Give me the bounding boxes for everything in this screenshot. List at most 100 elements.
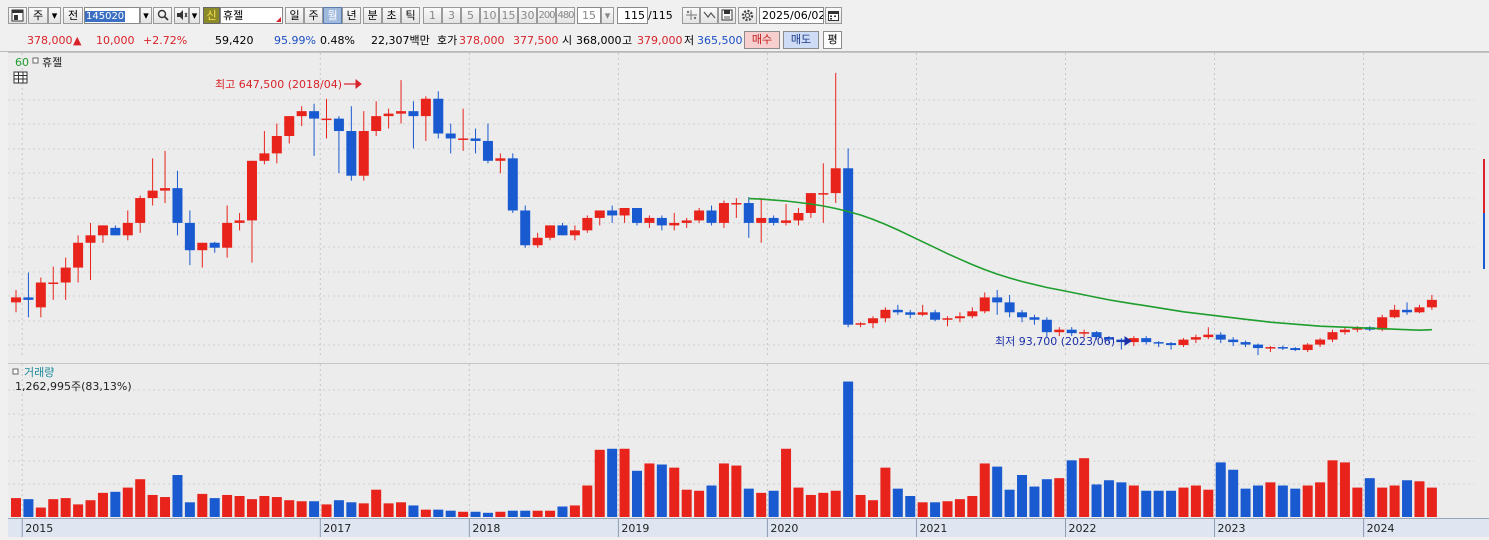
stock-name-field[interactable]: 휴젤: [220, 7, 283, 24]
volume-bar: [942, 501, 953, 517]
period-select[interactable]: 주: [28, 7, 48, 24]
candle-body: [930, 312, 941, 320]
interval-30-button[interactable]: 30: [518, 7, 537, 24]
legend-toggle-icon[interactable]: [32, 57, 39, 64]
volume-bar: [632, 470, 642, 517]
tab-month[interactable]: 월: [323, 7, 342, 24]
period-dropdown-chevron-icon[interactable]: ▾: [48, 7, 61, 24]
candle-body: [1277, 347, 1288, 349]
candle: [632, 208, 642, 226]
price-chart[interactable]: 60 휴젤 최고 647,500 (2018/04) 최저 93,700 (20…: [8, 53, 1489, 363]
code-dropdown-chevron-icon[interactable]: ▾: [140, 7, 152, 24]
interval-1-button[interactable]: 1: [423, 7, 442, 24]
candle-body: [1203, 334, 1214, 338]
speaker-dropdown-chevron-icon[interactable]: ▾: [189, 7, 200, 24]
trend-line-icon[interactable]: [700, 7, 718, 24]
volume-bar: [1377, 487, 1388, 517]
price-change: 10,000: [96, 34, 135, 47]
volume-bar: [607, 448, 618, 517]
save-icon[interactable]: [718, 7, 736, 24]
tab-minute[interactable]: 분: [363, 7, 382, 24]
interval-15-button[interactable]: 15: [499, 7, 518, 24]
volume-legend-toggle-icon[interactable]: [12, 368, 19, 375]
volume-bar: [1203, 489, 1214, 517]
candle-body: [1215, 334, 1226, 340]
volume-bar: [1253, 485, 1263, 517]
candle: [1190, 334, 1201, 344]
candle: [23, 272, 34, 318]
volume-bar: [110, 491, 121, 517]
window-layout-icon[interactable]: [8, 7, 27, 24]
interval-5-button[interactable]: 5: [461, 7, 480, 24]
candle: [358, 111, 369, 181]
volume-bar: [346, 502, 357, 517]
candle-body: [408, 111, 419, 117]
tab-day[interactable]: 일: [285, 7, 304, 24]
candle-body: [917, 312, 928, 315]
candle-body: [1079, 332, 1090, 334]
candle: [122, 210, 133, 241]
interval-3-button[interactable]: 3: [442, 7, 461, 24]
candle-body: [396, 111, 407, 114]
crosshair-icon[interactable]: [682, 7, 700, 24]
candle: [818, 163, 829, 223]
average-button[interactable]: 평: [823, 31, 842, 49]
tab-second[interactable]: 초: [382, 7, 401, 24]
tab-year[interactable]: 년: [342, 7, 361, 24]
tab-tick[interactable]: 틱: [401, 7, 420, 24]
candle-body: [1017, 312, 1028, 318]
candle-body: [718, 203, 729, 223]
volume-bar: [569, 505, 580, 517]
interval-dropdown-chevron-icon[interactable]: ▾: [601, 7, 614, 24]
candle: [1054, 327, 1065, 337]
time-axis: 2015201720182019202020212022202320242025: [8, 518, 1489, 537]
candle: [520, 205, 531, 248]
volume-bar: [818, 492, 829, 517]
sell-button[interactable]: 매도: [783, 31, 819, 49]
candle-body: [557, 225, 568, 236]
candle-body: [160, 188, 171, 191]
volume-bar: [1029, 486, 1040, 517]
volume-bar: [917, 502, 928, 517]
buy-button[interactable]: 매수: [744, 31, 780, 49]
volume-bar: [768, 490, 779, 517]
interval-480-button[interactable]: 480: [556, 7, 575, 24]
prev-button[interactable]: 전: [63, 7, 83, 24]
volume-bar: [1153, 490, 1164, 517]
volume-title: 거래량: [24, 366, 54, 379]
gear-icon[interactable]: [738, 7, 757, 24]
min-price-annotation: 최저 93,700 (2023/06): [995, 335, 1115, 348]
volume-bar: [445, 510, 456, 517]
interval-10-button[interactable]: 10: [480, 7, 499, 24]
interval-custom-input[interactable]: 15: [577, 7, 601, 24]
volume-bar: [1079, 458, 1090, 517]
candle: [495, 153, 506, 174]
volume-bar: [954, 499, 965, 517]
search-icon[interactable]: [153, 7, 172, 24]
candle: [1389, 304, 1400, 319]
price-change-percent: +2.72%: [143, 34, 188, 47]
volume-bar: [781, 448, 792, 517]
min-arrow-icon: [1117, 336, 1132, 346]
interval-200-button[interactable]: 200: [537, 7, 556, 24]
candle-body: [1265, 347, 1276, 349]
candle-body: [1190, 337, 1201, 340]
stock-code-input[interactable]: 145020: [84, 7, 140, 24]
grid-table-icon[interactable]: [13, 71, 28, 84]
volume-chart[interactable]: 거래량 1,262,995주(83,13%): [8, 364, 1489, 519]
candle: [1315, 338, 1326, 348]
date-input[interactable]: 2025/06/02: [759, 7, 824, 24]
candle: [930, 309, 941, 322]
open-label: 시: [562, 34, 573, 47]
speaker-icon[interactable]: [174, 7, 189, 24]
candle: [73, 235, 84, 283]
volume-bar: [967, 496, 978, 517]
candle-body: [1315, 339, 1326, 345]
tab-week[interactable]: 주: [304, 7, 323, 24]
volume-bar: [321, 504, 332, 517]
count-input[interactable]: 115: [617, 7, 648, 24]
candle-body: [805, 193, 816, 213]
candle: [110, 225, 121, 236]
calendar-icon[interactable]: [825, 7, 842, 24]
volume-bar: [880, 467, 891, 517]
